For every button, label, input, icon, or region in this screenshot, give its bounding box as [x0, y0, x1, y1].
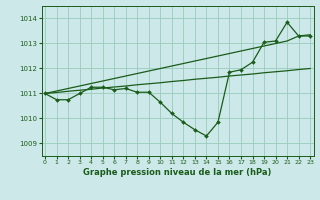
X-axis label: Graphe pression niveau de la mer (hPa): Graphe pression niveau de la mer (hPa): [84, 168, 272, 177]
